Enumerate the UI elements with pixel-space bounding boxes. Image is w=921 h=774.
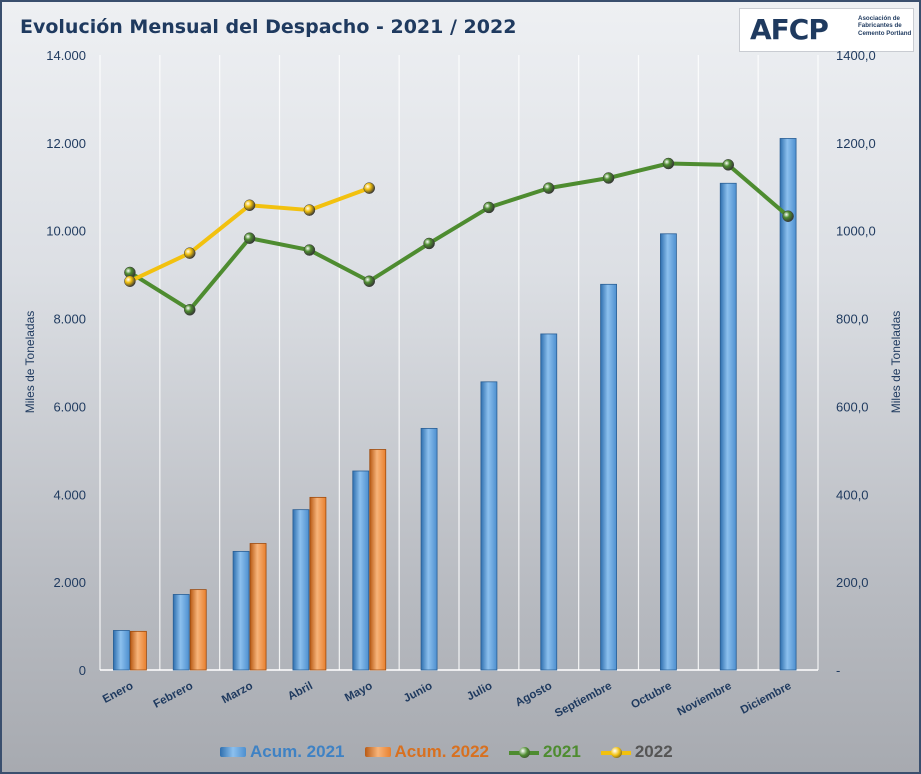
afcp-logo: AFCP Asociación de Fabricantes de Cement… <box>739 8 914 52</box>
legend-label-acum-2022: Acum. 2022 <box>394 742 490 761</box>
x-tick-label-agosto: Agosto <box>514 680 555 709</box>
legend-label-acum-2021: Acum. 2021 <box>250 742 345 761</box>
point-2021-diciembre <box>782 210 794 222</box>
x-tick-label-diciembre: Diciembre <box>739 680 794 717</box>
point-2022-mayo <box>363 182 375 194</box>
bar-acum-2021-junio <box>420 427 438 671</box>
y2-tick-label: 800,0 <box>836 312 869 327</box>
point-2021-junio <box>423 237 435 250</box>
y-tick-label: 10.000 <box>46 224 86 239</box>
y2-tick-label: 400,0 <box>836 487 869 502</box>
bar-acum-2021-septiembre <box>600 283 617 671</box>
bar-acum-2021-marzo <box>232 550 250 671</box>
bar-acum-2022-enero <box>130 630 147 671</box>
point-2021-septiembre <box>602 172 615 184</box>
legend-2021: 2021 <box>509 742 581 762</box>
bar-acum-2021-febrero <box>172 594 190 671</box>
x-tick-label-marzo: Marzo <box>220 680 255 706</box>
category-labels: Enero Febrero Marzo Abril Mayo Junio Julio Agos… <box>101 680 794 720</box>
legend-2022: 2022 <box>600 742 673 762</box>
y-tick-label: 4.000 <box>53 487 86 502</box>
bars <box>113 138 797 671</box>
bar-acum-2021-diciembre <box>779 138 797 671</box>
point-2021-octubre <box>662 157 675 170</box>
bar-acum-2021-julio <box>480 381 498 671</box>
legend-label-2022: 2022 <box>634 742 673 761</box>
legend: Acum. 2021 Acum. 2022 2021 2022 <box>220 740 673 764</box>
y-axis-title: Miles de Toneladas <box>23 311 37 414</box>
bar-acum-2022-abril <box>309 496 327 671</box>
bar-acum-2021-noviembre <box>719 182 737 671</box>
point-2021-agosto <box>543 182 555 194</box>
lines <box>124 157 794 316</box>
point-2021-abril <box>303 244 316 256</box>
x-tick-label-mayo: Mayo <box>343 680 375 704</box>
y-tick-label: 12.000 <box>46 136 86 151</box>
bar-acum-2021-mayo <box>352 470 370 671</box>
y2-tick-label: - <box>836 663 840 678</box>
y-tick-label: 14.000 <box>46 48 86 63</box>
line-2021 <box>128 161 790 312</box>
tick-labels: 0 2.000 4.000 6.000 8.000 10.000 12.000 14.000 -… <box>46 48 876 678</box>
x-tick-label-septiembre: Septiembre <box>553 680 614 720</box>
gridlines <box>99 55 819 671</box>
legend-swatch-2021 <box>509 747 539 758</box>
x-tick-label-octubre: Octubre <box>629 680 674 711</box>
legend-swatch-acum-2021 <box>220 747 246 757</box>
point-2021-mayo <box>363 275 375 287</box>
point-2021-febrero <box>184 304 196 316</box>
y2-tick-label: 600,0 <box>836 399 869 414</box>
point-2021-noviembre <box>722 159 734 171</box>
y2-tick-label: 1400,0 <box>836 48 876 63</box>
point-2021-marzo <box>243 232 256 244</box>
bar-acum-2021-agosto <box>540 333 558 671</box>
x-tick-label-abril: Abril <box>286 680 315 703</box>
bar-acum-2021-abril <box>292 509 310 671</box>
y-tick-label: 6.000 <box>53 399 86 414</box>
point-2022-marzo <box>243 199 256 211</box>
y2-tick-label: 200,0 <box>836 575 869 590</box>
y-tick-label: 0 <box>79 663 86 678</box>
point-2021-julio <box>483 201 495 214</box>
y2-axis-title: Miles de Toneladas <box>889 311 903 414</box>
bar-acum-2022-marzo <box>249 543 267 671</box>
legend-acum-2021: Acum. 2021 <box>220 742 345 762</box>
legend-swatch-2022 <box>600 747 631 758</box>
logo-text: Asociación de Fabricantes de Cemento Por… <box>858 15 912 37</box>
y2-tick-label: 1000,0 <box>836 224 876 239</box>
x-tick-label-febrero: Febrero <box>152 680 195 711</box>
point-2022-abril <box>303 204 316 216</box>
logo-mark: AFCP <box>750 13 829 46</box>
bar-acum-2022-mayo <box>369 449 387 671</box>
legend-swatch-acum-2022 <box>364 747 391 757</box>
x-tick-label-enero: Enero <box>101 680 135 706</box>
bar-acum-2021-enero <box>113 630 130 671</box>
bar-acum-2021-octubre <box>660 233 677 671</box>
y-tick-label: 2.000 <box>53 575 86 590</box>
y-tick-label: 8.000 <box>53 312 86 327</box>
x-tick-label-junio: Junio <box>402 680 435 705</box>
legend-acum-2022: Acum. 2022 <box>364 742 490 762</box>
legend-label-2021: 2021 <box>543 742 581 761</box>
bar-acum-2022-febrero <box>189 589 207 671</box>
chart-title: Evolución Mensual del Despacho - 2021 / … <box>20 16 517 38</box>
point-2022-febrero <box>184 247 196 259</box>
x-tick-label-julio: Julio <box>465 680 494 703</box>
y2-tick-label: 1200,0 <box>836 136 876 151</box>
point-2022-enero <box>124 275 136 287</box>
x-tick-label-noviembre: Noviembre <box>676 680 734 718</box>
